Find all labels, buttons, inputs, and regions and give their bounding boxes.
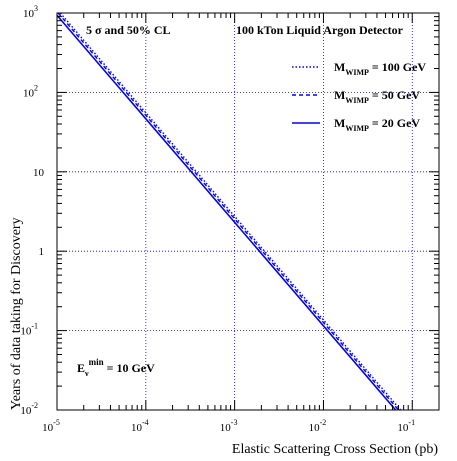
series-line [57,13,400,410]
y-tick-label: 10 [33,167,45,179]
plot-frame [56,12,440,411]
x-tick-label: 10-1 [397,418,415,434]
y-tick-label: 1 [39,246,45,258]
series-line [57,14,397,410]
legend-label: MWIMP = 20 GeV [334,116,420,133]
y-tick-label: 103 [23,4,38,20]
y-tick-label: 102 [23,83,38,99]
y-tick-label: 10-2 [20,401,38,417]
y-axis-label: Years of data taking for Discovery [9,217,24,410]
legend: MWIMP = 100 GeV MWIMP = 50 GeV MWIMP = 20 … [292,60,426,133]
series-lines [57,13,402,410]
cl-label: 5 σ and 50% CL [86,23,171,37]
x-tick-label: 10-3 [220,418,238,434]
detector-label: 100 kTon Liquid Argon Detector [236,23,404,37]
axis-ticks [56,12,440,411]
x-tick-label: 10-2 [309,418,327,434]
x-tick-label: 10-5 [42,418,60,434]
threshold-label: Eνmin = 10 GeV [77,357,155,378]
legend-label: MWIMP = 100 GeV [334,60,426,77]
grid-lines [57,13,439,410]
x-axis-label: Elastic Scattering Cross Section (pb) [232,442,438,457]
tick-labels: 10-5 10-4 10-3 10-2 10-1 10-2 10-1 1 10 102 103 [20,4,415,434]
legend-label: MWIMP = 50 GeV [334,88,420,105]
y-tick-label: 10-1 [20,322,38,338]
x-tick-label: 10-4 [131,418,149,434]
